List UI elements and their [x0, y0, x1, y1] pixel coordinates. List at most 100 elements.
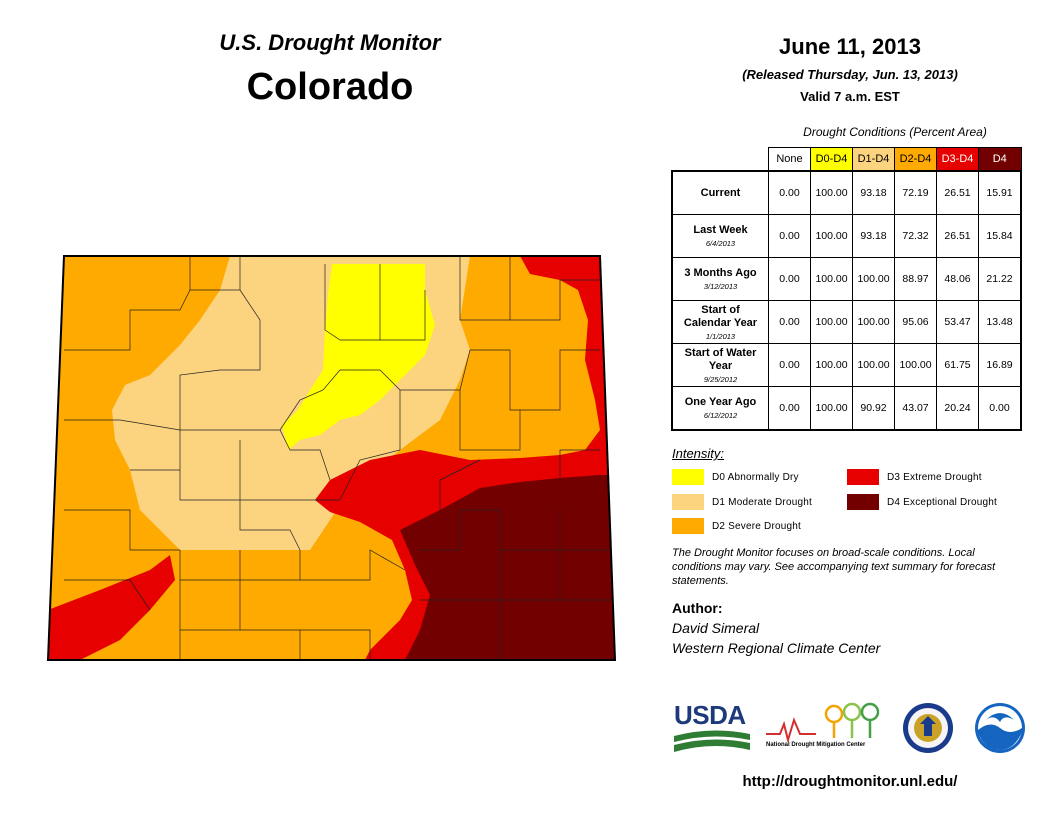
table-cell: 26.51 — [936, 170, 979, 215]
d4-region — [400, 475, 615, 660]
row-label-main: Current — [700, 186, 741, 199]
row-label: Last Week 6/4/2013 — [671, 214, 769, 258]
table-cell: 93.18 — [852, 170, 895, 215]
table-cell: 0.00 — [768, 257, 811, 301]
table-cell: 20.24 — [936, 386, 979, 431]
legend-swatch-d2 — [672, 518, 704, 534]
table-cell: 72.19 — [894, 170, 937, 215]
legend-label-d4: D4 Exceptional Drought — [887, 497, 998, 508]
intensity-heading: Intensity: — [672, 446, 725, 461]
state-title: Colorado — [246, 66, 414, 108]
table-row: Start of Water Year 9/25/2012 0.00 100.00 10… — [671, 343, 1022, 387]
table-row: Last Week 6/4/2013 0.00 100.00 93.18 72.32 26.… — [671, 214, 1022, 258]
table-cell: 88.97 — [894, 257, 937, 301]
table-cell: 93.18 — [852, 214, 895, 258]
table-cell: 61.75 — [936, 343, 979, 387]
table-cell: 26.51 — [936, 214, 979, 258]
table-cell: 0.00 — [768, 170, 811, 215]
table-row: Start of Calendar Year 1/1/2013 0.00 100.00… — [671, 300, 1022, 344]
legend-swatch-d0 — [672, 469, 704, 485]
col-none: None — [768, 147, 811, 172]
drought-conditions-table: None D0-D4 D1-D4 D2-D4 D3-D4 D4 Current 0… — [671, 147, 1022, 431]
row-label-date: 3/12/2013 — [703, 282, 738, 291]
table-cell: 0.00 — [768, 343, 811, 387]
table-cell: 100.00 — [894, 343, 937, 387]
table-cell: 100.00 — [810, 300, 853, 344]
table-cell: 15.84 — [978, 214, 1022, 258]
disclaimer-note: The Drought Monitor focuses on broad-sca… — [672, 547, 996, 587]
col-d2-d4: D2-D4 — [894, 147, 937, 172]
table-cell: 100.00 — [810, 214, 853, 258]
state-border — [46, 255, 617, 661]
row-label-main: Start of Calendar Year — [683, 303, 758, 329]
row-label-main: One Year Ago — [684, 396, 757, 408]
row-label-date: 1/1/2013 — [705, 331, 736, 341]
legend-swatch-d4 — [847, 494, 879, 510]
table-cell: 100.00 — [810, 343, 853, 387]
commerce-seal-icon — [903, 703, 953, 753]
table-cell: 100.00 — [852, 300, 895, 344]
colorado-drought-map — [46, 255, 617, 661]
legend-label-d0: D0 Abnormally Dry — [712, 472, 799, 483]
row-label-main: 3 Months Ago — [684, 267, 757, 279]
table-cell: 100.00 — [810, 170, 853, 215]
usda-logo: USDA — [674, 700, 746, 730]
row-label-date: 6/12/2012 — [703, 411, 738, 420]
county-lines — [64, 256, 615, 660]
author-heading: Author: — [672, 600, 723, 616]
table-row: One Year Ago 6/12/2012 0.00 100.00 90.92 43.0… — [671, 386, 1022, 431]
table-caption: Drought Conditions (Percent Area) — [803, 125, 987, 139]
legend-label-d3: D3 Extreme Drought — [887, 472, 982, 483]
row-label: One Year Ago 6/12/2012 — [671, 386, 769, 431]
row-label-date: 6/4/2013 — [705, 239, 736, 248]
row-label: Start of Calendar Year 1/1/2013 — [671, 300, 769, 344]
row-label: Start of Water Year 9/25/2012 — [671, 343, 769, 387]
table-row: 3 Months Ago 3/12/2013 0.00 100.00 100.00 88.… — [671, 257, 1022, 301]
table-row: Current 0.00 100.00 93.18 72.19 26.51 15.91 — [671, 170, 1022, 215]
map-date: June 11, 2013 — [779, 34, 921, 59]
table-cell: 53.47 — [936, 300, 979, 344]
monitor-title: U.S. Drought Monitor — [219, 30, 441, 55]
table-cell: 0.00 — [768, 386, 811, 431]
col-d3-d4: D3-D4 — [936, 147, 979, 172]
release-date: (Released Thursday, Jun. 13, 2013) — [742, 67, 958, 82]
col-d0-d4: D0-D4 — [810, 147, 853, 172]
table-cell: 21.22 — [978, 257, 1022, 301]
table-cell: 15.91 — [978, 170, 1022, 215]
col-d1-d4: D1-D4 — [852, 147, 895, 172]
d0-region — [282, 264, 435, 450]
table-cell: 100.00 — [810, 386, 853, 431]
table-cell: 100.00 — [852, 257, 895, 301]
table-cell: 13.48 — [978, 300, 1022, 344]
ndmc-trees-icon — [766, 702, 880, 742]
table-cell: 0.00 — [978, 386, 1022, 431]
table-cell: 0.00 — [768, 300, 811, 344]
table-cell: 16.89 — [978, 343, 1022, 387]
legend-swatch-d1 — [672, 494, 704, 510]
table-cell: 0.00 — [768, 214, 811, 258]
table-cell: 100.00 — [852, 343, 895, 387]
row-label: Current — [671, 170, 769, 215]
table-corner — [672, 147, 769, 172]
table-cell: 72.32 — [894, 214, 937, 258]
noaa-logo-icon — [975, 703, 1025, 753]
table-cell: 48.06 — [936, 257, 979, 301]
legend-label-d1: D1 Moderate Drought — [712, 497, 812, 508]
col-d4: D4 — [978, 147, 1022, 172]
legend-swatch-d3 — [847, 469, 879, 485]
legend-label-d2: D2 Severe Drought — [712, 521, 802, 532]
ndmc-logo-text: National Drought Mitigation Center — [766, 742, 866, 748]
row-label-date: 9/25/2012 — [703, 374, 738, 384]
drought-monitor-url[interactable]: http://droughtmonitor.unl.edu/ — [742, 773, 958, 790]
table-cell: 43.07 — [894, 386, 937, 431]
author-organization: Western Regional Climate Center — [672, 640, 881, 656]
valid-time: Valid 7 a.m. EST — [800, 89, 900, 104]
author-name: David Simeral — [672, 620, 760, 636]
row-label-main: Start of Water Year — [684, 346, 757, 372]
table-cell: 95.06 — [894, 300, 937, 344]
row-label-main: Last Week — [693, 224, 748, 236]
usda-hills-icon — [674, 730, 750, 752]
table-header-row: None D0-D4 D1-D4 D2-D4 D3-D4 D4 — [672, 147, 1022, 172]
table-cell: 100.00 — [810, 257, 853, 301]
row-label: 3 Months Ago 3/12/2013 — [671, 257, 769, 301]
